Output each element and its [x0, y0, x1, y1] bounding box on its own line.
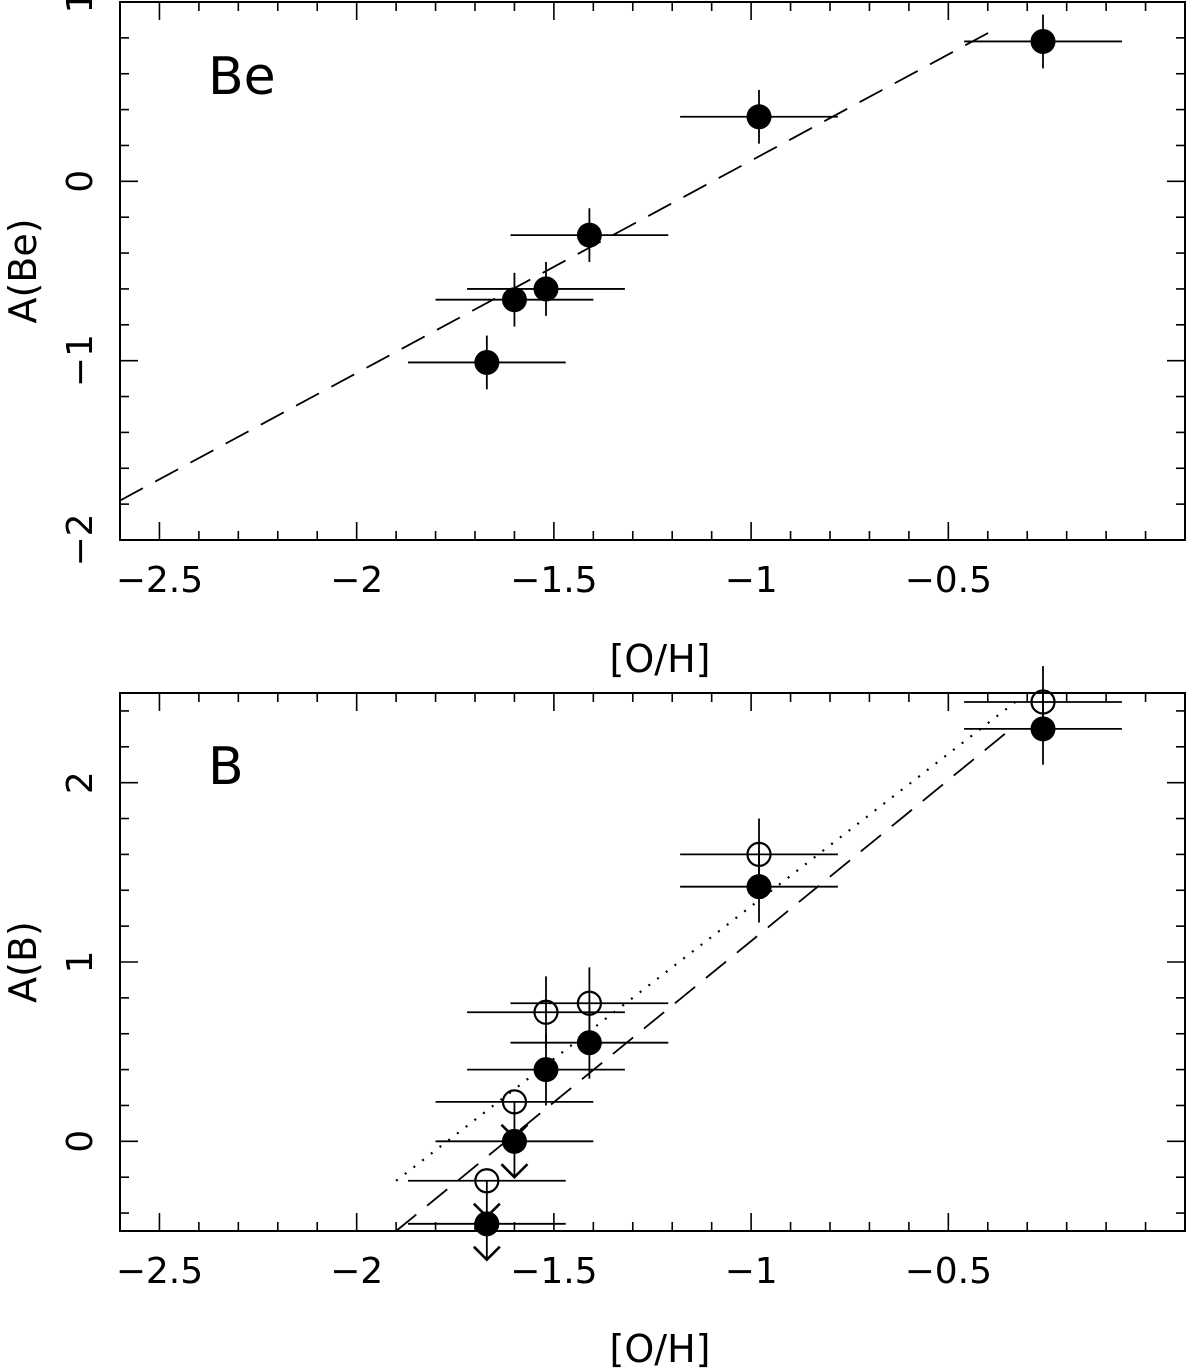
y-tick-label: 2 [60, 771, 101, 794]
open-marker [533, 999, 559, 1025]
x-tick-label: −2 [330, 560, 383, 601]
y-tick-label: −1 [60, 334, 101, 387]
x-tick-label: −1.5 [510, 560, 597, 601]
data-point [435, 272, 594, 327]
filled-marker [501, 1128, 527, 1154]
data-point [407, 1168, 566, 1219]
data-point [435, 1089, 594, 1140]
panel-b: −2.5 −2 −1.5 −1 −0.5 0 1 2 B [O/H] A(B) [1, 666, 1186, 1370]
upper-limit-arrow [500, 1123, 529, 1140]
data-point [510, 967, 669, 1040]
x-tick-label: −2.5 [116, 560, 203, 601]
panel-label: Be [208, 47, 276, 107]
x-tick-label: −1.5 [510, 1251, 597, 1292]
upper-limit-arrow [472, 1202, 501, 1219]
y-tick-label: 1 [60, 951, 101, 974]
open-marker [474, 1168, 500, 1194]
upper-limit-arrow [472, 1245, 501, 1262]
model-lines [119, 28, 997, 502]
y-tick-label: 1 [60, 0, 101, 13]
data-point [467, 262, 625, 316]
data-point [467, 976, 625, 1049]
data-point [510, 208, 669, 263]
filled-marker [501, 287, 527, 313]
filled-marker [474, 1211, 500, 1237]
y-axis-title: A(Be) [1, 218, 45, 323]
filled-marker [533, 276, 559, 302]
dotted-fit-line [395, 701, 1017, 1182]
dashed-fit-line [395, 724, 1016, 1232]
plot-frame [119, 1, 1186, 541]
x-axis-title: [O/H] [610, 637, 711, 681]
filled-marker [746, 104, 772, 130]
upper-limit-arrow [500, 1163, 529, 1180]
ticks [119, 693, 1186, 1231]
data-point [964, 14, 1122, 69]
model-lines [395, 701, 1017, 1232]
panel-label: B [208, 737, 244, 797]
open-marker [501, 1089, 528, 1115]
data-point [680, 89, 838, 144]
data-point [964, 666, 1122, 738]
x-tick-label: −0.5 [905, 560, 992, 601]
y-axis-title: A(B) [1, 921, 45, 1003]
data-point [407, 335, 566, 390]
x-tick-labels: −2.5 −2 −1.5 −1 −0.5 [116, 560, 992, 601]
open-marker [576, 990, 602, 1016]
x-tick-label: −1 [725, 560, 778, 601]
data-points [407, 14, 1122, 390]
y-tick-label: 0 [60, 170, 101, 193]
y-tick-labels: −2 −1 0 1 [60, 0, 101, 567]
data-point [510, 1006, 669, 1079]
y-tick-label: −2 [60, 513, 101, 566]
y-tick-label: 0 [60, 1130, 101, 1153]
dashed-fit-line [119, 28, 997, 502]
filled-marker [1030, 28, 1056, 54]
filled-marker [533, 1057, 559, 1083]
x-tick-labels: −2.5 −2 −1.5 −1 −0.5 [116, 1251, 992, 1292]
open-marker [1030, 689, 1056, 715]
ticks [119, 1, 1186, 541]
panel-be: −2.5 −2 −1.5 −1 −0.5 −2 −1 0 1 Be [O/H] A(Be) [1, 0, 1186, 681]
open-marker [746, 841, 772, 868]
filled-marker [474, 349, 500, 375]
x-axis-title: [O/H] [610, 1327, 711, 1370]
data-point [435, 1128, 594, 1180]
x-tick-label: −0.5 [905, 1251, 992, 1292]
x-tick-label: −1 [725, 1251, 778, 1292]
filled-marker [576, 1030, 602, 1056]
x-tick-label: −2.5 [116, 1251, 203, 1292]
filled-marker [576, 222, 602, 248]
y-tick-labels: 0 1 2 [60, 771, 101, 1153]
x-tick-label: −2 [330, 1251, 383, 1292]
data-point [407, 1211, 566, 1262]
data-point [680, 818, 838, 891]
plot-frame [119, 692, 1186, 1232]
data-points [407, 666, 1122, 1262]
